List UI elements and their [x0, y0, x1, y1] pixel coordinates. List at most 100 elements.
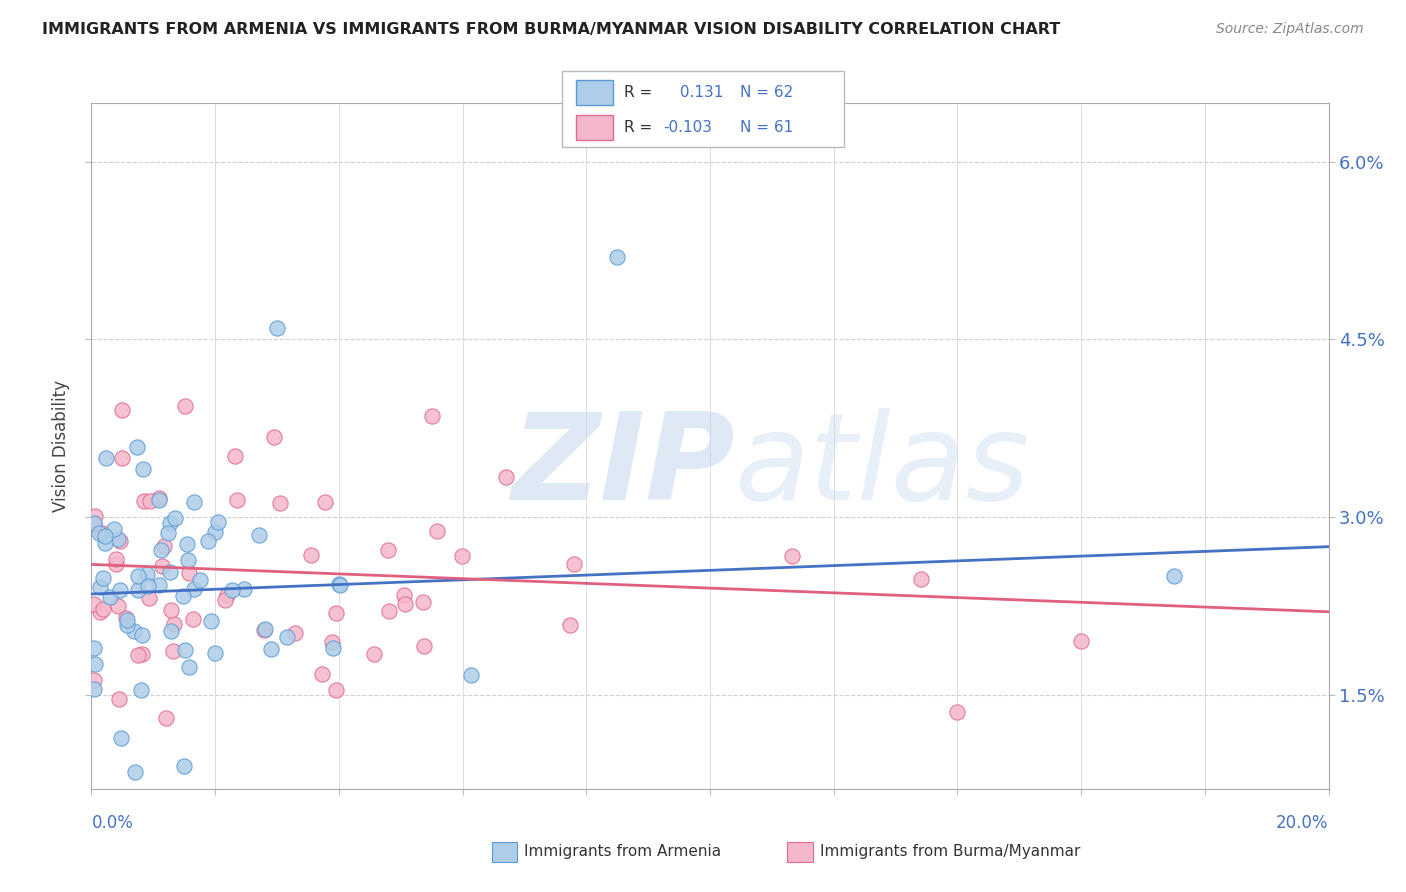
- Point: [94, 529, 117, 543]
- Point: [276, 630, 298, 644]
- Point: [394, 588, 416, 602]
- Point: [177, 660, 200, 674]
- Point: [325, 682, 347, 697]
- Point: [284, 625, 307, 640]
- Point: [83, 516, 105, 530]
- Point: [159, 603, 181, 617]
- Point: [451, 549, 474, 563]
- Point: [426, 524, 449, 539]
- Point: [91, 602, 114, 616]
- Point: [263, 430, 285, 444]
- Point: [98, 590, 121, 604]
- Point: [1070, 634, 1092, 648]
- Point: [84, 657, 107, 671]
- Text: N = 62: N = 62: [740, 85, 793, 100]
- Point: [214, 593, 236, 607]
- Point: [606, 250, 628, 264]
- Point: [299, 548, 322, 562]
- Text: R =: R =: [624, 120, 652, 135]
- Point: [105, 552, 128, 566]
- Point: [89, 580, 111, 594]
- Point: [148, 491, 170, 505]
- Point: [174, 643, 197, 657]
- Point: [314, 495, 336, 509]
- Point: [179, 566, 201, 580]
- Point: [83, 597, 105, 611]
- Point: [132, 462, 155, 476]
- Point: [108, 583, 131, 598]
- Point: [176, 537, 198, 551]
- Point: [328, 578, 350, 592]
- Point: [266, 320, 288, 334]
- Point: [135, 566, 157, 581]
- Text: 0.0%: 0.0%: [91, 814, 134, 831]
- Point: [148, 493, 170, 508]
- Point: [148, 578, 170, 592]
- Point: [94, 536, 117, 550]
- Point: [111, 403, 134, 417]
- Point: [226, 492, 249, 507]
- FancyBboxPatch shape: [576, 115, 613, 140]
- Point: [558, 617, 581, 632]
- Point: [83, 673, 105, 688]
- Text: atlas: atlas: [735, 409, 1031, 525]
- Point: [378, 604, 401, 618]
- Text: Source: ZipAtlas.com: Source: ZipAtlas.com: [1216, 22, 1364, 37]
- Point: [159, 565, 181, 579]
- Point: [188, 574, 211, 588]
- Point: [138, 591, 160, 605]
- Text: Immigrants from Burma/Myanmar: Immigrants from Burma/Myanmar: [820, 845, 1080, 859]
- Point: [363, 647, 385, 661]
- Point: [155, 711, 177, 725]
- Point: [204, 646, 226, 660]
- Point: [247, 528, 270, 542]
- Point: [114, 611, 136, 625]
- Point: [311, 667, 333, 681]
- Point: [89, 605, 111, 619]
- Point: [163, 617, 186, 632]
- Point: [173, 758, 195, 772]
- Point: [174, 399, 197, 413]
- Point: [217, 588, 239, 602]
- Y-axis label: Vision Disability: Vision Disability: [52, 380, 70, 512]
- Point: [197, 533, 219, 548]
- Text: R =: R =: [624, 85, 652, 100]
- Point: [254, 622, 277, 636]
- Point: [460, 668, 482, 682]
- Point: [269, 495, 291, 509]
- Point: [253, 623, 276, 637]
- Text: -0.103: -0.103: [664, 120, 713, 135]
- Point: [260, 641, 283, 656]
- FancyBboxPatch shape: [562, 71, 844, 147]
- Point: [495, 469, 517, 483]
- Point: [152, 540, 174, 554]
- Point: [138, 493, 160, 508]
- Point: [412, 594, 434, 608]
- FancyBboxPatch shape: [576, 80, 613, 104]
- Point: [105, 557, 128, 571]
- Point: [181, 612, 204, 626]
- Point: [183, 582, 205, 596]
- Point: [108, 692, 131, 706]
- Point: [83, 641, 105, 656]
- Point: [177, 553, 200, 567]
- Point: [107, 599, 129, 614]
- Point: [115, 617, 138, 632]
- Point: [131, 628, 153, 642]
- Point: [562, 557, 585, 571]
- Point: [134, 493, 156, 508]
- Point: [207, 516, 229, 530]
- Point: [946, 706, 969, 720]
- Point: [110, 731, 132, 746]
- Point: [412, 639, 434, 653]
- Point: [159, 516, 181, 530]
- Point: [87, 525, 110, 540]
- Point: [780, 549, 803, 563]
- Point: [90, 526, 112, 541]
- Point: [156, 525, 179, 540]
- Point: [165, 511, 187, 525]
- Point: [910, 572, 932, 586]
- Point: [127, 582, 149, 597]
- Point: [150, 559, 173, 574]
- Point: [325, 607, 347, 621]
